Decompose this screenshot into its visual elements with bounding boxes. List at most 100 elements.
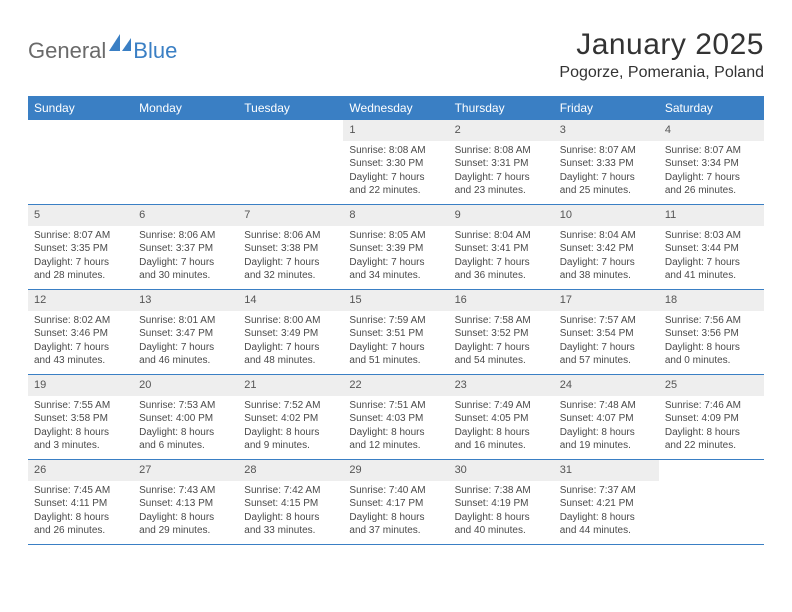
day-cell: 2Sunrise: 8:08 AMSunset: 3:31 PMDaylight… <box>449 120 554 204</box>
sunset-text: Sunset: 3:51 PM <box>349 327 442 341</box>
daylight-text: Daylight: 8 hours and 37 minutes. <box>349 511 442 538</box>
day-details: Sunrise: 7:38 AMSunset: 4:19 PMDaylight:… <box>449 481 554 544</box>
daylight-text: Daylight: 7 hours and 41 minutes. <box>665 256 758 283</box>
day-header-wed: Wednesday <box>343 96 448 120</box>
day-cell: 10Sunrise: 8:04 AMSunset: 3:42 PMDayligh… <box>554 205 659 289</box>
week-row: 12Sunrise: 8:02 AMSunset: 3:46 PMDayligh… <box>28 290 764 375</box>
location-text: Pogorze, Pomerania, Poland <box>559 64 764 82</box>
day-details: Sunrise: 8:02 AMSunset: 3:46 PMDaylight:… <box>28 311 133 374</box>
daylight-text: Daylight: 8 hours and 40 minutes. <box>455 511 548 538</box>
day-cell <box>28 120 133 204</box>
daylight-text: Daylight: 7 hours and 54 minutes. <box>455 341 548 368</box>
sunset-text: Sunset: 4:17 PM <box>349 497 442 511</box>
day-details: Sunrise: 7:46 AMSunset: 4:09 PMDaylight:… <box>659 396 764 459</box>
daylight-text: Daylight: 7 hours and 48 minutes. <box>244 341 337 368</box>
sunset-text: Sunset: 4:11 PM <box>34 497 127 511</box>
day-details: Sunrise: 7:57 AMSunset: 3:54 PMDaylight:… <box>554 311 659 374</box>
day-headers-row: Sunday Monday Tuesday Wednesday Thursday… <box>28 96 764 120</box>
sunset-text: Sunset: 3:58 PM <box>34 412 127 426</box>
day-cell: 3Sunrise: 8:07 AMSunset: 3:33 PMDaylight… <box>554 120 659 204</box>
sunrise-text: Sunrise: 8:08 AM <box>455 144 548 158</box>
day-number: 17 <box>554 290 659 311</box>
sunrise-text: Sunrise: 8:01 AM <box>139 314 232 328</box>
day-details: Sunrise: 7:55 AMSunset: 3:58 PMDaylight:… <box>28 396 133 459</box>
day-number: 8 <box>343 205 448 226</box>
day-header-fri: Friday <box>554 96 659 120</box>
day-cell: 28Sunrise: 7:42 AMSunset: 4:15 PMDayligh… <box>238 460 343 544</box>
daylight-text: Daylight: 7 hours and 25 minutes. <box>560 171 653 198</box>
daylight-text: Daylight: 8 hours and 44 minutes. <box>560 511 653 538</box>
daylight-text: Daylight: 7 hours and 36 minutes. <box>455 256 548 283</box>
day-header-sat: Saturday <box>659 96 764 120</box>
sunrise-text: Sunrise: 8:02 AM <box>34 314 127 328</box>
sunset-text: Sunset: 3:37 PM <box>139 242 232 256</box>
day-details: Sunrise: 7:45 AMSunset: 4:11 PMDaylight:… <box>28 481 133 544</box>
sunrise-text: Sunrise: 7:58 AM <box>455 314 548 328</box>
sunrise-text: Sunrise: 8:03 AM <box>665 229 758 243</box>
sunrise-text: Sunrise: 7:43 AM <box>139 484 232 498</box>
day-number: 16 <box>449 290 554 311</box>
day-cell: 20Sunrise: 7:53 AMSunset: 4:00 PMDayligh… <box>133 375 238 459</box>
sunset-text: Sunset: 3:56 PM <box>665 327 758 341</box>
day-cell: 22Sunrise: 7:51 AMSunset: 4:03 PMDayligh… <box>343 375 448 459</box>
daylight-text: Daylight: 8 hours and 6 minutes. <box>139 426 232 453</box>
sunrise-text: Sunrise: 7:49 AM <box>455 399 548 413</box>
sunrise-text: Sunrise: 7:59 AM <box>349 314 442 328</box>
daylight-text: Daylight: 7 hours and 43 minutes. <box>34 341 127 368</box>
day-number: 3 <box>554 120 659 141</box>
sunset-text: Sunset: 3:49 PM <box>244 327 337 341</box>
week-row: 26Sunrise: 7:45 AMSunset: 4:11 PMDayligh… <box>28 460 764 545</box>
sunrise-text: Sunrise: 7:48 AM <box>560 399 653 413</box>
sunrise-text: Sunrise: 7:42 AM <box>244 484 337 498</box>
sunrise-text: Sunrise: 8:07 AM <box>34 229 127 243</box>
day-header-thu: Thursday <box>449 96 554 120</box>
sunrise-text: Sunrise: 7:46 AM <box>665 399 758 413</box>
day-number: 29 <box>343 460 448 481</box>
day-cell <box>133 120 238 204</box>
daylight-text: Daylight: 7 hours and 22 minutes. <box>349 171 442 198</box>
day-details: Sunrise: 7:58 AMSunset: 3:52 PMDaylight:… <box>449 311 554 374</box>
day-number: 6 <box>133 205 238 226</box>
day-details: Sunrise: 7:53 AMSunset: 4:00 PMDaylight:… <box>133 396 238 459</box>
day-details: Sunrise: 8:08 AMSunset: 3:30 PMDaylight:… <box>343 141 448 204</box>
day-cell: 7Sunrise: 8:06 AMSunset: 3:38 PMDaylight… <box>238 205 343 289</box>
sunrise-text: Sunrise: 8:06 AM <box>244 229 337 243</box>
day-details: Sunrise: 7:48 AMSunset: 4:07 PMDaylight:… <box>554 396 659 459</box>
sunset-text: Sunset: 4:00 PM <box>139 412 232 426</box>
daylight-text: Daylight: 7 hours and 32 minutes. <box>244 256 337 283</box>
day-cell: 13Sunrise: 8:01 AMSunset: 3:47 PMDayligh… <box>133 290 238 374</box>
daylight-text: Daylight: 7 hours and 38 minutes. <box>560 256 653 283</box>
month-title: January 2025 <box>559 28 764 62</box>
sunset-text: Sunset: 3:34 PM <box>665 157 758 171</box>
daylight-text: Daylight: 7 hours and 23 minutes. <box>455 171 548 198</box>
daylight-text: Daylight: 8 hours and 33 minutes. <box>244 511 337 538</box>
day-details: Sunrise: 8:06 AMSunset: 3:38 PMDaylight:… <box>238 226 343 289</box>
sunrise-text: Sunrise: 7:38 AM <box>455 484 548 498</box>
day-cell: 29 Sunrise: 7:40 AMSunset: 4:17 PMDayligh… <box>343 460 448 544</box>
week-row: 5Sunrise: 8:07 AMSunset: 3:35 PMDaylight… <box>28 205 764 290</box>
sunrise-text: Sunrise: 7:37 AM <box>560 484 653 498</box>
sunrise-text: Sunrise: 7:40 AM <box>349 484 442 498</box>
day-details: Sunrise: 7:49 AMSunset: 4:05 PMDaylight:… <box>449 396 554 459</box>
day-number: 20 <box>133 375 238 396</box>
day-number: 26 <box>28 460 133 481</box>
day-cell <box>659 460 764 544</box>
logo-text-general: General <box>28 38 106 64</box>
day-number: 14 <box>238 290 343 311</box>
day-number: 25 <box>659 375 764 396</box>
day-cell: 18Sunrise: 7:56 AMSunset: 3:56 PMDayligh… <box>659 290 764 374</box>
daylight-text: Daylight: 7 hours and 51 minutes. <box>349 341 442 368</box>
sunrise-text: Sunrise: 7:56 AM <box>665 314 758 328</box>
day-cell: 16Sunrise: 7:58 AMSunset: 3:52 PMDayligh… <box>449 290 554 374</box>
daylight-text: Daylight: 8 hours and 29 minutes. <box>139 511 232 538</box>
daylight-text: Daylight: 8 hours and 0 minutes. <box>665 341 758 368</box>
sunrise-text: Sunrise: 8:07 AM <box>665 144 758 158</box>
day-number: 31 <box>554 460 659 481</box>
day-details: Sunrise: 8:03 AMSunset: 3:44 PMDaylight:… <box>659 226 764 289</box>
title-block: January 2025 Pogorze, Pomerania, Poland <box>559 28 764 82</box>
daylight-text: Daylight: 8 hours and 12 minutes. <box>349 426 442 453</box>
logo: General Blue <box>28 28 177 67</box>
day-header-sun: Sunday <box>28 96 133 120</box>
day-number: 4 <box>659 120 764 141</box>
sunset-text: Sunset: 3:44 PM <box>665 242 758 256</box>
